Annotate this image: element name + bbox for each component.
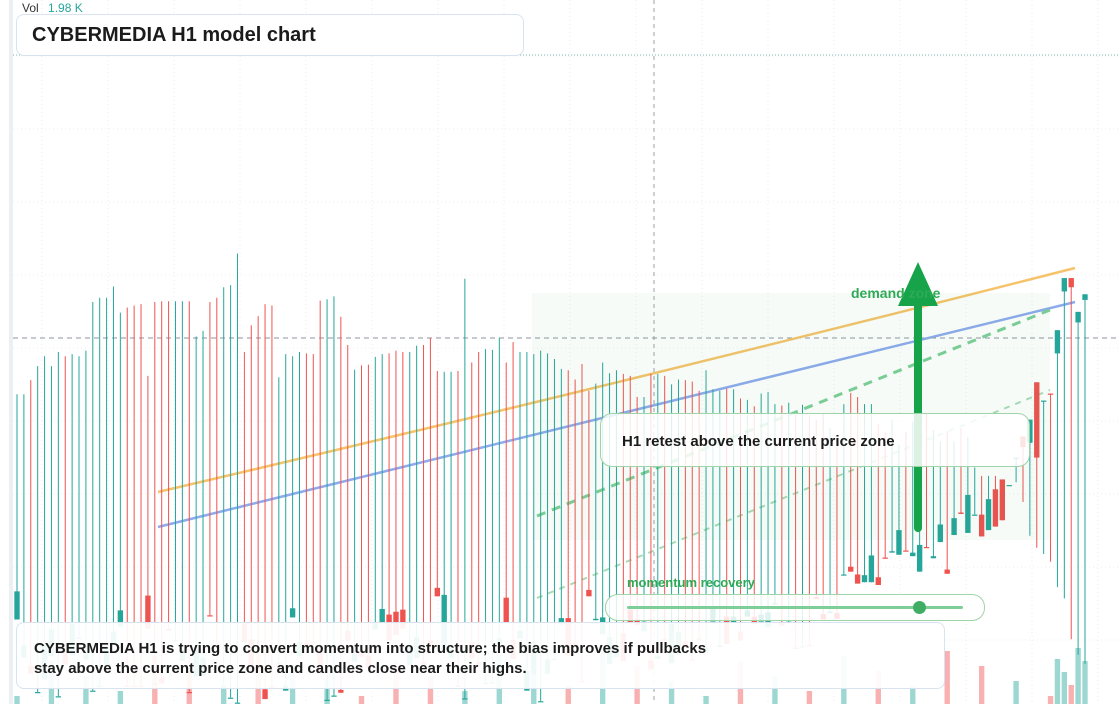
momentum-track-bar [627,606,963,609]
volume-bar [117,691,124,704]
candle-body [434,587,440,597]
volume-bar [978,666,985,704]
analysis-note-panel: CYBERMEDIA H1 is trying to convert momen… [16,622,945,689]
candle-body [262,689,268,700]
volume-bar [668,681,675,704]
candle-body [854,574,861,584]
volume-bar [1047,696,1054,704]
annotations [532,262,1050,540]
retest-callout-text: H1 retest above the current price zone [622,433,895,450]
candle-body [324,699,330,701]
candle-body [985,499,992,531]
chart-left-border [9,0,13,704]
candle-body [145,595,151,629]
candle-body [55,696,62,698]
retest-callout: H1 retest above the current price zone [600,413,1030,467]
candle-body [186,692,192,694]
candle-body [462,698,468,700]
demand-zone-label: demand zone [851,285,941,301]
candle-body [910,552,916,557]
candle-body [882,557,888,559]
candle-body [289,608,296,618]
momentum-label: momentum recovery [627,575,755,590]
volume-bar [427,676,434,704]
candle-body [916,544,923,572]
candle-body [978,514,985,537]
volume-bar [772,676,778,704]
candle-body [1034,382,1040,458]
volume-bar [1075,648,1081,704]
candle-body [1061,278,1068,292]
candle-body [841,574,847,576]
candle-body [593,618,599,621]
candle-body [379,608,385,623]
volume-bar [1013,681,1019,704]
candle-body [889,551,895,553]
chart-title-panel: CYBERMEDIA H1 model chart [16,14,524,56]
volume-bar [14,696,20,704]
chart-title: CYBERMEDIA H1 model chart [32,24,316,46]
candle-body [951,518,957,536]
volume-bar [83,676,89,704]
candle-body [1068,278,1074,288]
volume-bar [1082,661,1088,704]
candle-body [861,575,868,583]
analysis-note: CYBERMEDIA H1 is trying to convert momen… [34,640,707,677]
candle-body [937,524,943,543]
orange-trend-curve [157,266,1076,494]
candle-body [586,589,592,597]
candle-body [14,591,20,620]
candle-body [965,494,971,533]
candle-body [848,566,854,572]
candle-body [972,514,978,516]
candle-body [537,701,544,703]
candle-body [930,556,937,559]
candle-body [923,547,930,549]
volume-label: Vol [22,1,39,15]
candle-body [896,530,902,555]
candle-body [234,702,241,704]
candle-body [1054,330,1061,354]
momentum-meter [605,594,985,621]
candle-body [400,609,406,629]
volume-bar [358,696,365,704]
candle-body [1075,311,1081,323]
candle-body [1040,400,1047,402]
volume-value: 1.98 K [48,1,83,15]
volume-bar [1054,659,1061,704]
candle-body [992,489,999,527]
volume-readout: Vol 1.98 K [22,1,83,15]
candle-body [117,610,124,627]
candle-body [503,597,509,623]
candle-body [207,615,213,617]
candle-body [903,550,909,552]
volume-bar [1068,685,1074,704]
candle-body [1047,393,1054,395]
candle-body [338,689,344,693]
candle-body [558,618,565,625]
candle-body [34,692,41,694]
candle-body [1006,485,1012,487]
volume-bar [806,691,813,704]
candle-body [90,690,96,692]
volume-bar [565,686,571,704]
candle-body [999,479,1006,521]
candle-body [868,555,875,583]
volume-bar [1061,672,1068,704]
volume-bar [703,696,709,704]
candle-body [331,695,337,697]
candle-body [958,512,964,514]
candle-body [944,569,950,574]
candle-body [1082,294,1088,300]
volume-bar [944,651,950,704]
candle-body [875,577,881,586]
up-arrow-head [898,262,938,306]
candle-body [227,697,234,699]
volume-bar [910,686,916,704]
volume-bar [221,686,227,704]
momentum-knob [913,601,927,614]
